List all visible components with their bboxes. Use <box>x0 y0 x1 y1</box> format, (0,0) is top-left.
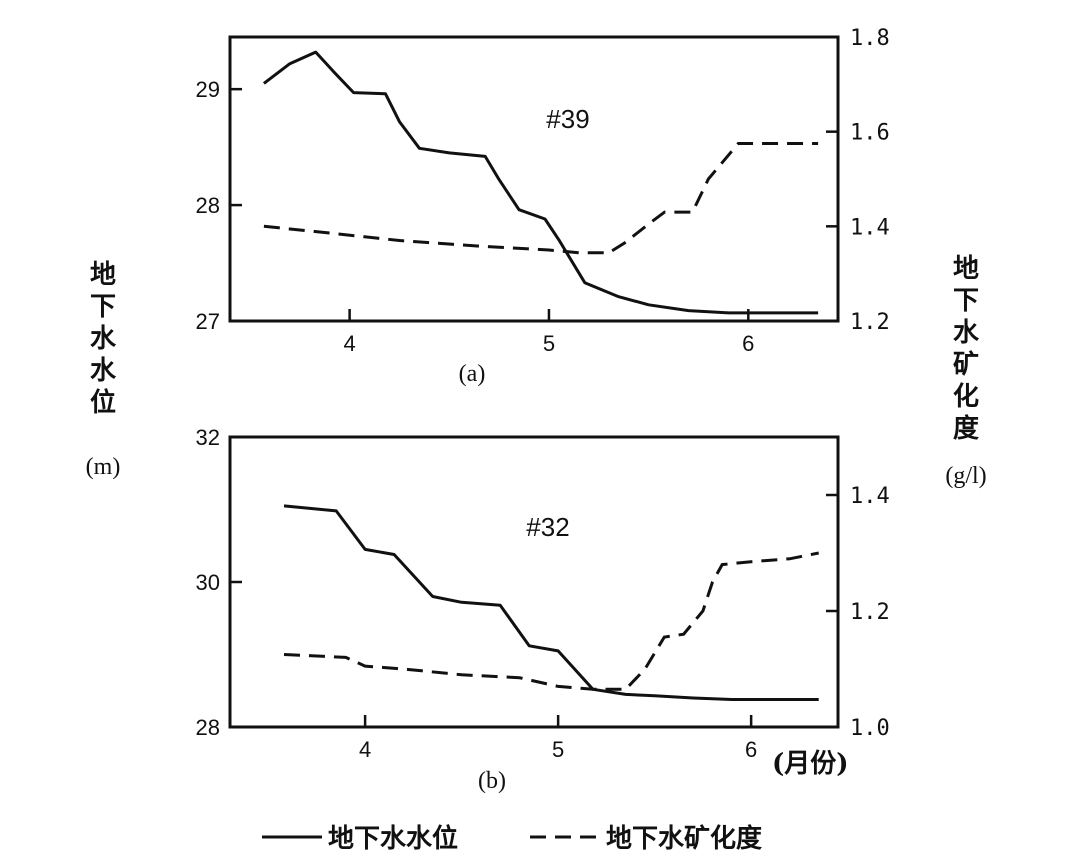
left-axis-title-char-3: 水 <box>90 324 117 354</box>
x-axis-unit-label: (月份) <box>772 749 849 779</box>
panel-a-tag: (a) <box>459 361 486 387</box>
panel-a-right-tick-label-1.4: 1.4 <box>850 215 890 240</box>
panel-a-frame <box>228 35 840 323</box>
panel-a-x-tick-label-4: 4 <box>343 331 355 356</box>
right-axis-unit: (g/l) <box>945 463 986 489</box>
left-axis-title-char-4: 水 <box>90 356 117 386</box>
panel-b-x-tick-label-4: 4 <box>359 737 371 762</box>
panel-b-tag: (b) <box>478 768 506 794</box>
panel-a-right-tick-label-1.6: 1.6 <box>850 121 890 146</box>
left-axis-unit: (m) <box>86 454 121 480</box>
right-axis-title-char-5: 化 <box>953 382 979 412</box>
panel-a-series-mineralization-line <box>263 142 819 255</box>
panel-b-left-tick-label-32: 32 <box>196 425 220 450</box>
right-axis-title: 地 下 水 矿 化 度 <box>953 254 980 444</box>
panel-a-station-label: #39 <box>546 104 589 134</box>
legend: 地下水水位 地下水矿化度 <box>262 823 762 854</box>
left-axis-title-char-1: 地 <box>90 260 116 290</box>
panel-b-right-tick-label-1.4: 1.4 <box>850 484 890 509</box>
chart-marks: 4 5 6 27 28 29 1.2 1.4 1.6 1.8 4 5 6 28 30 32 1.0 1.2 1.4 <box>196 26 890 762</box>
panel-b-x-tick-label-5: 5 <box>552 737 564 762</box>
left-axis-title-char-5: 位 <box>90 387 116 418</box>
panel-b-left-tick-label-28: 28 <box>196 715 220 740</box>
panel-b-x-tick-label-6: 6 <box>745 737 757 762</box>
right-axis-title-char-3: 水 <box>953 318 980 348</box>
right-axis-title-char-4: 矿 <box>953 349 979 380</box>
panel-a-right-tick-label-1.8: 1.8 <box>850 26 890 51</box>
panel-b-left-tick-label-30: 30 <box>196 570 220 595</box>
panel-a-x-tick-label-6: 6 <box>742 331 754 356</box>
left-axis-title: 地 下 水 水 位 <box>90 260 117 418</box>
panel-b-series-mineralization-line <box>283 551 819 691</box>
panel-b-station-label: #32 <box>526 512 569 542</box>
panel-a-right-tick-label-1.2: 1.2 <box>850 310 890 335</box>
right-axis-title-char-2: 下 <box>953 286 979 316</box>
panel-b-right-tick-label-1.2: 1.2 <box>850 600 890 625</box>
panel-a-left-tick-label-29: 29 <box>196 77 220 102</box>
legend-label-water-level: 地下水水位 <box>328 823 458 854</box>
legend-label-mineralization: 地下水矿化度 <box>606 823 762 854</box>
panel-a-x-tick-label-5: 5 <box>543 331 555 356</box>
right-axis-title-char-1: 地 <box>953 254 979 284</box>
panel-a-left-tick-label-28: 28 <box>196 193 220 218</box>
panel-a-left-tick-label-27: 27 <box>196 309 220 334</box>
panel-b-series-water-level-line <box>283 504 819 701</box>
left-axis-title-char-2: 下 <box>90 292 116 322</box>
panel-b-right-tick-label-1.0: 1.0 <box>850 716 890 741</box>
right-axis-title-char-6: 度 <box>953 413 979 444</box>
panel-a-series-water-level-line <box>262 50 819 315</box>
panel-b-frame <box>228 435 840 729</box>
